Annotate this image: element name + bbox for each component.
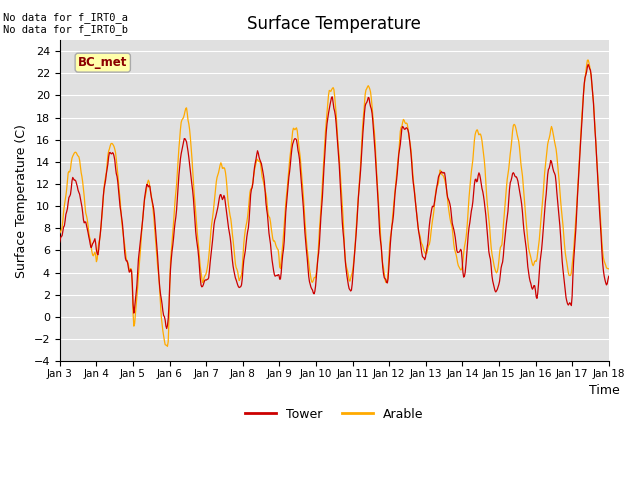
Y-axis label: Surface Temperature (C): Surface Temperature (C) (15, 124, 28, 277)
Title: Surface Temperature: Surface Temperature (247, 15, 421, 33)
Legend: Tower, Arable: Tower, Arable (240, 403, 428, 425)
Text: BC_met: BC_met (78, 56, 127, 69)
Text: No data for f_IRT0_a
No data for f_IRT0_b: No data for f_IRT0_a No data for f_IRT0_… (3, 12, 128, 36)
X-axis label: Time: Time (589, 384, 620, 396)
